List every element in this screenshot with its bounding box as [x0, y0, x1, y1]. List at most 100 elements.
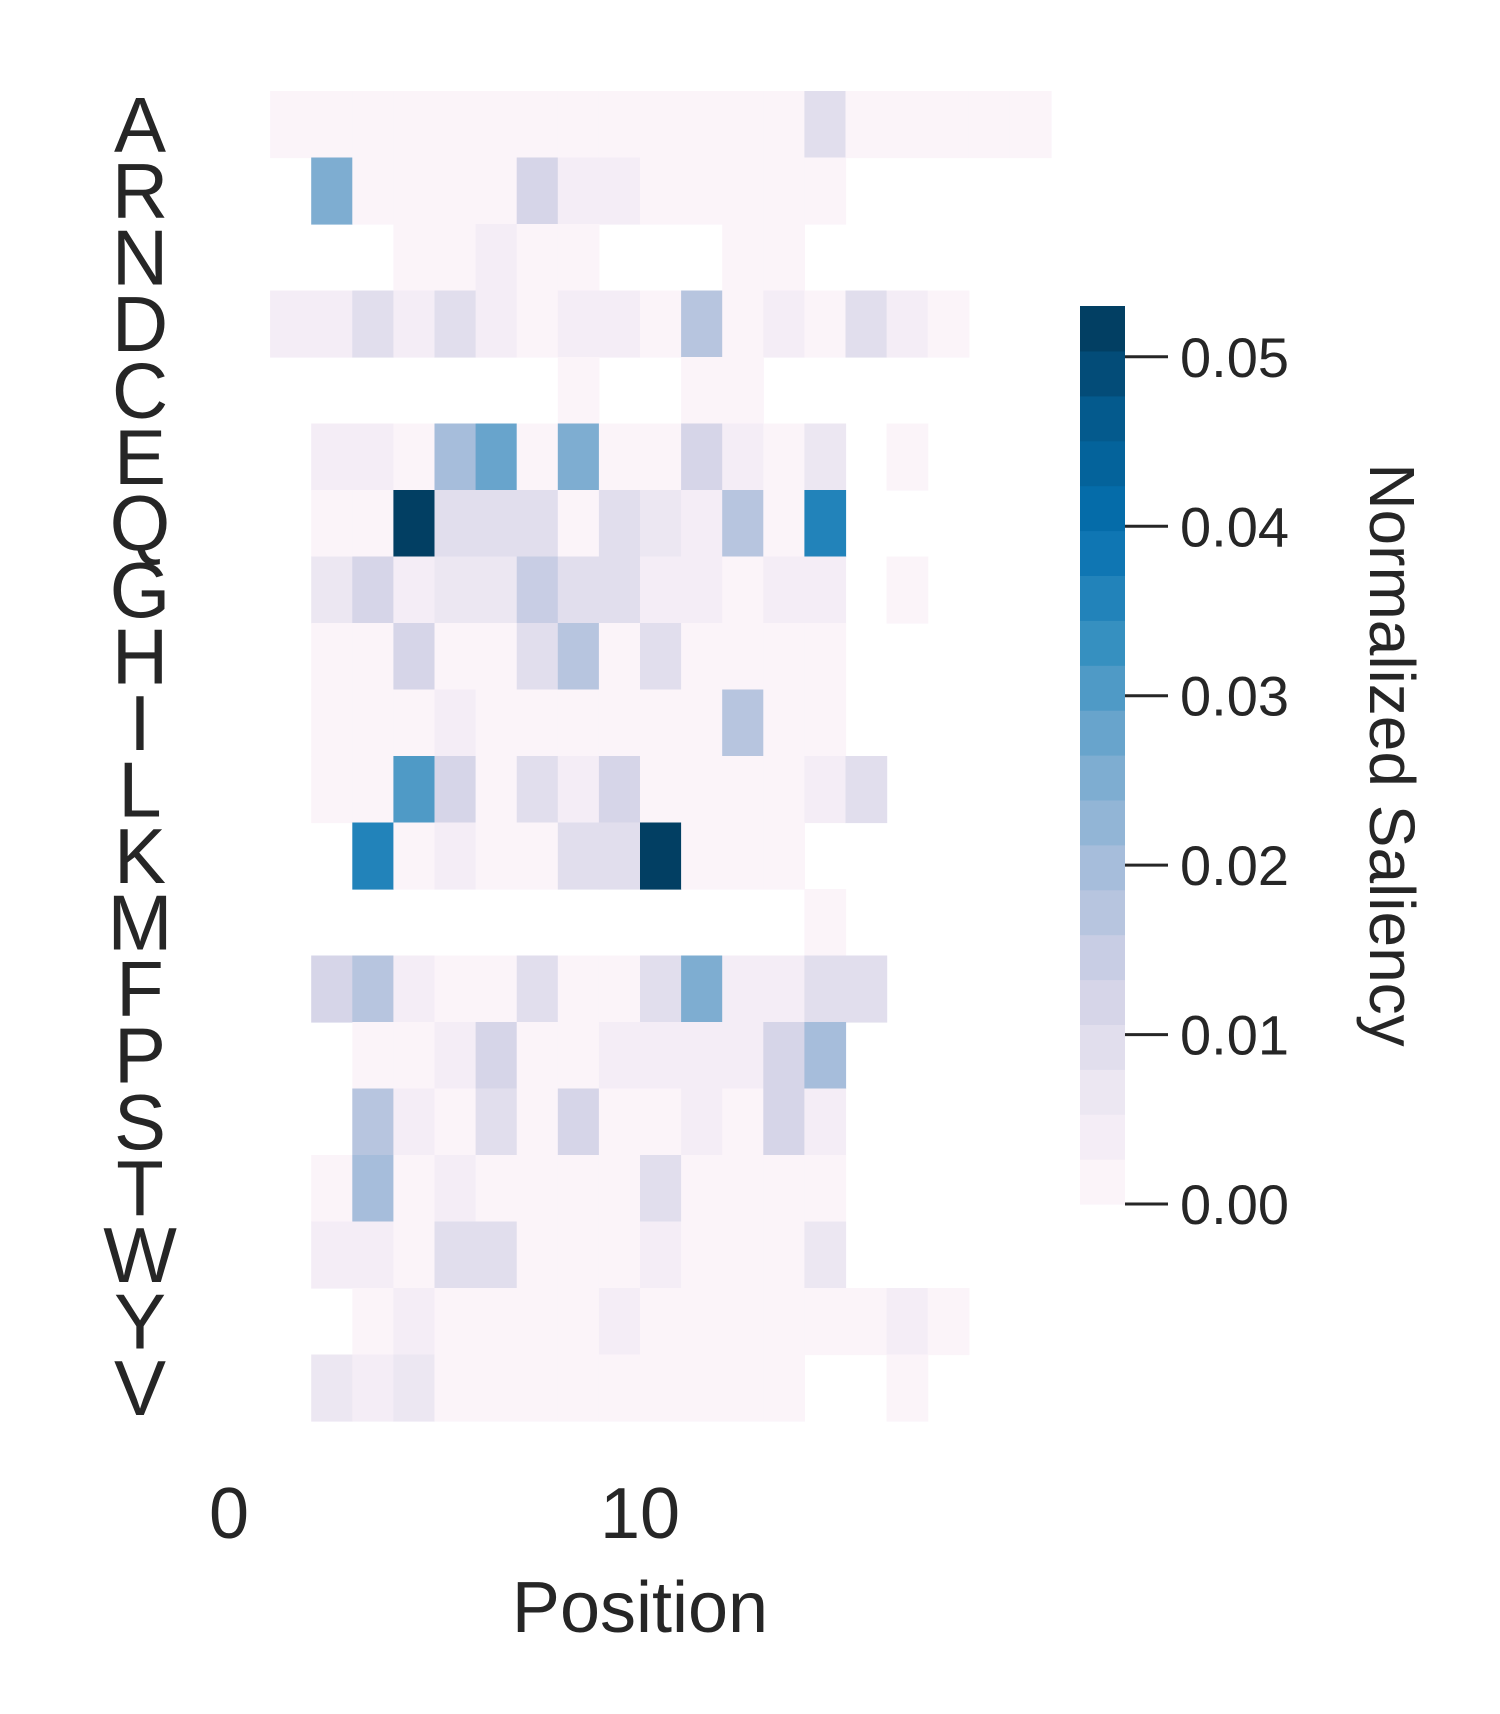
heatmap-cell-S-6	[475, 1088, 518, 1156]
heatmap-cell-L-5	[434, 756, 477, 824]
heatmap-cell-N-12	[722, 224, 764, 292]
heatmap-cell-D-4	[393, 290, 436, 358]
heatmap-cell-G-3	[352, 556, 394, 624]
heatmap-cell-D-7	[516, 290, 559, 358]
heatmap-cell-P-9	[598, 1022, 641, 1090]
heatmap-cell-G-5	[434, 556, 477, 624]
heatmap-cell-I-10	[640, 689, 682, 757]
row-label-G: G	[110, 546, 171, 634]
heatmap-cell-A-6	[475, 91, 518, 159]
heatmap-cell-I-6	[475, 689, 518, 757]
heatmap-cell-L-8	[557, 756, 600, 824]
heatmap-cell-H-6	[475, 623, 518, 691]
heatmap-cell-Y-16	[886, 1288, 929, 1356]
heatmap-cell-I-11	[681, 689, 723, 757]
heatmap-cell-Y-6	[475, 1288, 518, 1356]
heatmap-cell-K-13	[763, 822, 805, 890]
heatmap-cell-I-5	[434, 689, 477, 757]
heatmap-cell-R-8	[557, 157, 600, 225]
heatmap-cell-Y-3	[352, 1288, 394, 1356]
heatmap-cell-Q-6	[475, 490, 518, 558]
heatmap-cell-H-14	[804, 623, 847, 691]
colorbar-tick-label-4: 0.04	[1180, 495, 1289, 558]
heatmap-cell-V-12	[722, 1354, 764, 1422]
heatmap-cell-I-7	[516, 689, 559, 757]
heatmap-cell-S-12	[722, 1088, 764, 1156]
heatmap-cell-I-9	[598, 689, 641, 757]
x-tick-label-0: 0	[209, 1474, 249, 1554]
heatmap-cell-T-11	[681, 1155, 723, 1223]
row-label-Y: Y	[114, 1277, 166, 1365]
heatmap-cell-A-19	[1009, 91, 1052, 159]
heatmap-cell-N-8	[557, 224, 600, 292]
heatmap-cell-E-4	[393, 423, 436, 491]
heatmap-cell-G-11	[681, 556, 723, 624]
heatmap-cell-P-13	[763, 1022, 805, 1090]
heatmap-cell-P-10	[640, 1022, 682, 1090]
heatmap-cell-W-14	[804, 1221, 847, 1289]
heatmap-cell-S-4	[393, 1088, 436, 1156]
heatmap-cell-L-11	[681, 756, 723, 824]
heatmap-cell-A-4	[393, 91, 436, 159]
heatmap-cell-L-3	[352, 756, 394, 824]
heatmap-cell-F-9	[598, 955, 641, 1023]
heatmap-cell-P-11	[681, 1022, 723, 1090]
heatmap-cell-H-13	[763, 623, 805, 691]
row-label-Q: Q	[110, 479, 171, 567]
heatmap-cell-L-15	[845, 756, 888, 824]
heatmap-cell-D-12	[722, 290, 764, 358]
heatmap-cell-H-10	[640, 623, 682, 691]
row-label-H: H	[112, 612, 168, 700]
heatmap-cell-Q-11	[681, 490, 723, 558]
colorbar-segment-18	[1080, 350, 1125, 397]
heatmap-cell-D-11	[681, 290, 723, 358]
heatmap-cell-A-15	[845, 91, 888, 159]
heatmap-cell-P-4	[393, 1022, 436, 1090]
heatmap-cell-G-16	[886, 556, 929, 624]
heatmap-cell-H-9	[598, 623, 641, 691]
heatmap-cell-K-11	[681, 822, 723, 890]
heatmap-cell-C-12	[722, 357, 764, 425]
heatmap-cell-A-3	[352, 91, 394, 159]
colorbar-segment-15	[1080, 485, 1125, 532]
heatmap-cell-F-13	[763, 955, 805, 1023]
row-label-F: F	[116, 945, 164, 1033]
heatmap-cell-L-9	[598, 756, 641, 824]
heatmap-cell-Y-15	[845, 1288, 888, 1356]
heatmap-cell-Y-7	[516, 1288, 559, 1356]
row-label-P: P	[114, 1011, 166, 1099]
heatmap-cell-A-12	[722, 91, 764, 159]
heatmap-cell-S-3	[352, 1088, 394, 1156]
heatmap-cell-F-5	[434, 955, 477, 1023]
heatmap-cell-A-8	[557, 91, 600, 159]
heatmap-cell-D-15	[845, 290, 888, 358]
heatmap-cell-G-12	[722, 556, 764, 624]
heatmap-cell-Y-5	[434, 1288, 477, 1356]
row-label-I: I	[129, 679, 151, 767]
heatmap-cell-A-13	[763, 91, 805, 159]
heatmap-cell-R-12	[722, 157, 764, 225]
heatmap-cell-L-2	[311, 756, 353, 824]
heatmap-cell-R-14	[804, 157, 847, 225]
heatmap-cell-S-5	[434, 1088, 477, 1156]
heatmap-cell-G-7	[516, 556, 559, 624]
row-label-V: V	[114, 1344, 166, 1432]
colorbar-tick-label-2: 0.02	[1180, 834, 1289, 897]
heatmap-cell-T-2	[311, 1155, 353, 1223]
row-label-A: A	[114, 80, 166, 168]
colorbar-segment-11	[1080, 665, 1125, 711]
heatmap-cell-F-10	[640, 955, 682, 1023]
heatmap-cell-N-7	[516, 224, 559, 292]
row-label-C: C	[112, 346, 168, 434]
heatmap-cell-D-1	[270, 290, 312, 358]
heatmap-cell-G-14	[804, 556, 847, 624]
colorbar-segment-14	[1080, 530, 1125, 576]
heatmap-cell-P-3	[352, 1022, 394, 1090]
heatmap-cell-Q-4	[393, 490, 436, 558]
heatmap-cell-K-12	[722, 822, 764, 890]
heatmap-cell-G-4	[393, 556, 436, 624]
colorbar-segment-0	[1080, 1159, 1125, 1205]
heatmap-cell-R-13	[763, 157, 805, 225]
heatmap-cell-H-7	[516, 623, 559, 691]
